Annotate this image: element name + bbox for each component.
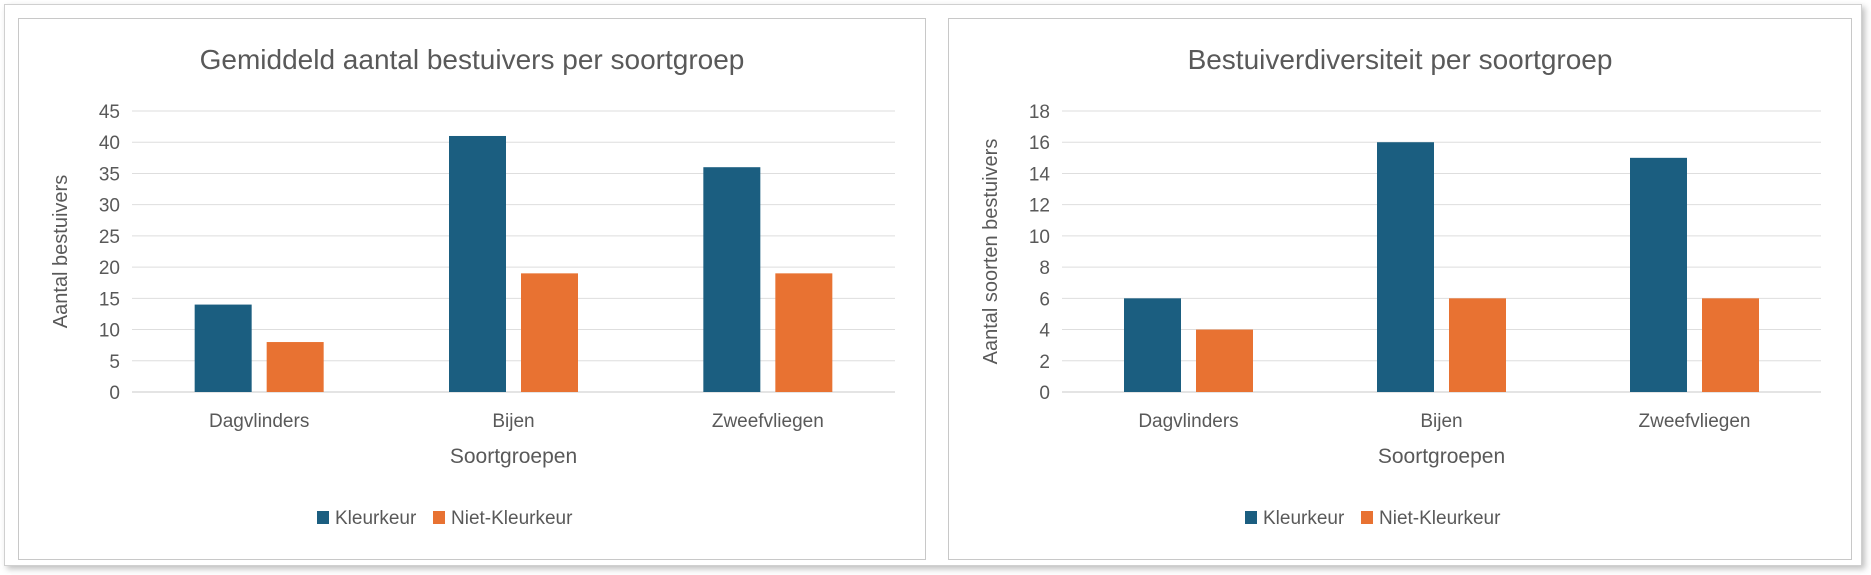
y-tick-label: 12	[1029, 196, 1050, 217]
y-tick-label: 25	[99, 227, 120, 248]
chart-panel-2: Bestuiverdiversiteit per soortgroep 0 2 4 6 8…	[948, 18, 1852, 560]
y-tick-label: 15	[99, 289, 120, 310]
chart-panel-1: Gemiddeld aantal bestuivers per soortgro…	[18, 18, 926, 560]
chart-title: Gemiddeld aantal bestuivers per soortgro…	[200, 44, 745, 75]
category-label: Dagvlinders	[209, 411, 309, 432]
bar-niet-kleurkeur-dagvlinders	[266, 342, 324, 392]
y-tick-label: 30	[99, 196, 120, 217]
bar-kleurkeur-bijen	[1377, 142, 1434, 392]
bar-kleurkeur-bijen	[449, 135, 506, 392]
bar-kleurkeur-zweefvliegen	[1630, 157, 1687, 392]
legend-swatch	[433, 511, 445, 524]
y-tick-label: 2	[1039, 352, 1050, 373]
legend-swatch	[1361, 511, 1373, 524]
x-axis-title: Soortgroepen	[450, 445, 577, 468]
chart-abundance: Gemiddeld aantal bestuivers per soortgro…	[50, 44, 895, 529]
x-axis-title: Soortgroepen	[1378, 445, 1505, 468]
category-label: Zweefvliegen	[712, 411, 824, 432]
y-axis-title: Aantal soorten bestuivers	[980, 139, 1002, 365]
bar-kleurkeur-dagvlinders	[1124, 298, 1181, 392]
y-tick-label: 14	[1029, 164, 1051, 185]
category-label: Dagvlinders	[1138, 411, 1238, 432]
y-tick-label: 40	[99, 133, 120, 154]
y-tick-label: 45	[99, 102, 120, 123]
bar-niet-kleurkeur-bijen	[1449, 298, 1506, 392]
y-tick-label: 18	[1029, 102, 1050, 123]
legend-label: Kleurkeur	[1263, 508, 1345, 529]
y-tick-label: 6	[1039, 289, 1050, 310]
y-tick-label: 5	[109, 352, 120, 373]
legend-swatch	[317, 511, 329, 524]
bar-niet-kleurkeur-zweefvliegen	[1702, 298, 1759, 392]
legend-label: Niet-Kleurkeur	[451, 508, 573, 529]
y-tick-label: 0	[109, 383, 120, 404]
chart-diversity: Bestuiverdiversiteit per soortgroep 0 2 4 6 8…	[980, 44, 1821, 529]
bar-niet-kleurkeur-bijen	[521, 273, 578, 392]
y-tick-label: 20	[99, 258, 120, 279]
legend-swatch	[1245, 511, 1257, 524]
y-tick-label: 4	[1039, 321, 1050, 342]
y-tick-label: 10	[1029, 227, 1050, 248]
bar-niet-kleurkeur-dagvlinders	[1196, 329, 1253, 392]
y-axis-title: Aantal bestuivers	[50, 175, 72, 328]
legend-label: Kleurkeur	[335, 508, 417, 529]
bar-kleurkeur-dagvlinders	[194, 304, 252, 392]
legend-label: Niet-Kleurkeur	[1379, 508, 1501, 529]
bar-niet-kleurkeur-zweefvliegen	[775, 273, 833, 392]
y-tick-label: 16	[1029, 133, 1050, 154]
y-tick-label: 0	[1039, 383, 1050, 404]
bar-kleurkeur-zweefvliegen	[703, 167, 761, 392]
y-tick-label: 35	[99, 164, 120, 185]
category-label: Bijen	[1420, 411, 1462, 432]
category-label: Zweefvliegen	[1639, 411, 1751, 432]
category-label: Bijen	[492, 411, 534, 432]
chart-title: Bestuiverdiversiteit per soortgroep	[1188, 44, 1613, 75]
y-tick-label: 8	[1039, 258, 1050, 279]
y-tick-label: 10	[99, 321, 120, 342]
